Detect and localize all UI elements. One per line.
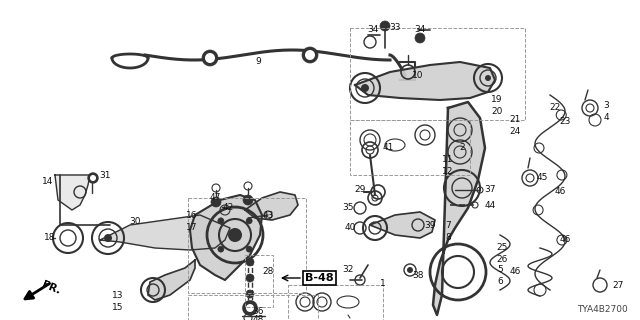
Text: 27: 27 <box>612 281 624 290</box>
Text: 11: 11 <box>442 156 454 164</box>
Text: 21: 21 <box>509 116 521 124</box>
Bar <box>350 120 470 175</box>
Text: 37: 37 <box>484 186 496 195</box>
Text: 15: 15 <box>112 302 124 311</box>
Circle shape <box>205 53 215 63</box>
Text: 46: 46 <box>559 236 571 244</box>
Circle shape <box>243 301 257 315</box>
Circle shape <box>246 290 254 298</box>
Bar <box>245 255 273 307</box>
Text: 24: 24 <box>509 127 520 137</box>
Text: 12: 12 <box>442 167 454 177</box>
Polygon shape <box>370 212 435 238</box>
Text: 41: 41 <box>382 143 394 153</box>
Text: 46: 46 <box>509 268 521 276</box>
Circle shape <box>407 267 413 273</box>
Circle shape <box>246 246 252 252</box>
Circle shape <box>90 175 96 181</box>
Text: 32: 32 <box>342 266 354 275</box>
Text: 8: 8 <box>445 234 451 243</box>
Text: B-48: B-48 <box>305 273 333 283</box>
Text: 5: 5 <box>497 266 503 275</box>
Text: 45: 45 <box>536 173 548 182</box>
Text: 10: 10 <box>412 70 424 79</box>
Circle shape <box>485 75 491 81</box>
Circle shape <box>361 84 369 92</box>
Circle shape <box>218 218 224 224</box>
Text: 25: 25 <box>496 244 508 252</box>
Text: 4: 4 <box>603 114 609 123</box>
Circle shape <box>211 197 221 207</box>
Text: 33: 33 <box>389 23 401 33</box>
Text: 36: 36 <box>252 308 264 316</box>
Text: 43: 43 <box>262 211 274 220</box>
Circle shape <box>415 33 425 43</box>
Bar <box>188 198 306 293</box>
Text: 2: 2 <box>459 143 465 153</box>
Circle shape <box>246 274 254 282</box>
Text: 20: 20 <box>492 108 502 116</box>
Circle shape <box>243 195 253 205</box>
Text: 34: 34 <box>367 26 379 35</box>
Polygon shape <box>190 195 262 280</box>
Circle shape <box>380 21 390 31</box>
Text: 14: 14 <box>42 178 54 187</box>
Circle shape <box>228 228 242 242</box>
Text: 40: 40 <box>344 223 356 233</box>
Circle shape <box>246 218 252 224</box>
Text: 34: 34 <box>414 26 426 35</box>
Text: 47: 47 <box>209 194 221 203</box>
Bar <box>288 285 383 320</box>
Circle shape <box>305 50 315 60</box>
Circle shape <box>246 258 254 266</box>
Circle shape <box>104 234 112 242</box>
Text: 38: 38 <box>412 270 424 279</box>
Circle shape <box>218 246 224 252</box>
Text: 29: 29 <box>355 186 365 195</box>
Text: 6: 6 <box>497 277 503 286</box>
Text: 16: 16 <box>186 211 198 220</box>
Text: 46: 46 <box>554 188 566 196</box>
Text: 30: 30 <box>129 218 141 227</box>
Polygon shape <box>148 260 195 300</box>
Text: TYA4B2700: TYA4B2700 <box>577 305 628 314</box>
Polygon shape <box>355 62 495 100</box>
Text: 18: 18 <box>44 234 56 243</box>
Text: 35: 35 <box>342 204 354 212</box>
Polygon shape <box>55 175 90 210</box>
Text: 3: 3 <box>603 100 609 109</box>
Text: 19: 19 <box>492 95 503 105</box>
Text: 42: 42 <box>222 204 234 212</box>
Text: 23: 23 <box>559 117 571 126</box>
Text: 13: 13 <box>112 291 124 300</box>
Polygon shape <box>433 102 485 315</box>
Circle shape <box>302 47 318 63</box>
Text: 17: 17 <box>186 223 198 233</box>
Polygon shape <box>245 192 298 220</box>
Bar <box>188 295 318 320</box>
Circle shape <box>88 173 98 183</box>
Text: 22: 22 <box>549 103 561 113</box>
Polygon shape <box>100 215 230 250</box>
Text: 31: 31 <box>99 171 111 180</box>
Text: 26: 26 <box>496 255 508 265</box>
Text: 1: 1 <box>380 278 386 287</box>
Circle shape <box>202 50 218 66</box>
Text: FR.: FR. <box>40 280 61 296</box>
Text: 48: 48 <box>252 316 264 320</box>
Text: 39: 39 <box>424 220 436 229</box>
Text: 28: 28 <box>262 268 274 276</box>
Text: 44: 44 <box>484 201 495 210</box>
Circle shape <box>246 304 254 312</box>
Bar <box>350 28 525 120</box>
Text: 9: 9 <box>255 58 261 67</box>
Text: 7: 7 <box>445 220 451 229</box>
